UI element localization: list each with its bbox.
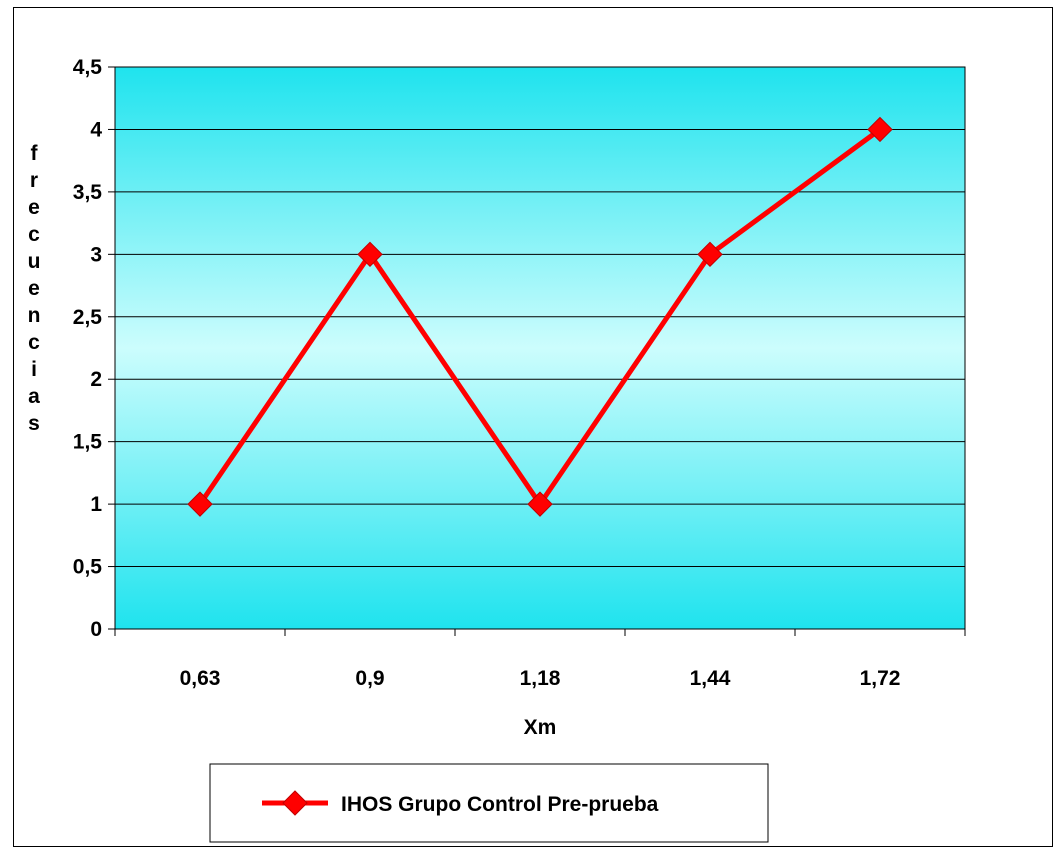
x-tick-label: 1,18 (520, 667, 561, 690)
y-axis-title-letter: e (28, 277, 40, 300)
x-tick-label: 1,72 (860, 667, 901, 690)
y-axis-title-letter: c (28, 331, 40, 354)
x-axis-ticks: 0,63 0,9 1,18 1,44 1,72 (114, 629, 966, 690)
axes (114, 67, 965, 630)
data-point-marker (527, 491, 553, 517)
x-tick-label: 0,63 (180, 667, 221, 690)
y-axis-title-letter: f (31, 142, 39, 165)
data-point-marker (357, 241, 383, 268)
y-tick-label: 0,5 (73, 556, 103, 579)
y-axis-title-letter: i (31, 358, 37, 381)
y-axis-title-letter: a (28, 385, 40, 408)
y-tick-label: 4,5 (73, 56, 103, 79)
data-point-marker (867, 116, 893, 143)
y-tick-label: 2 (90, 368, 102, 391)
y-axis-title-letter: c (28, 223, 40, 246)
y-tick-label: 1,5 (73, 431, 103, 454)
legend: IHOS Grupo Control Pre-prueba (209, 763, 769, 843)
data-point-marker (697, 241, 723, 268)
y-tick-label: 2,5 (73, 306, 103, 329)
y-tick-label: 1 (90, 493, 102, 516)
y-axis-title-letter: r (30, 169, 38, 192)
x-axis-title: Xm (524, 716, 557, 739)
y-axis-title-letter: u (28, 250, 41, 273)
gridlines (115, 66, 965, 568)
y-axis-title-letter: n (28, 304, 41, 327)
legend-series-marker (282, 790, 308, 816)
x-tick-label: 1,44 (690, 667, 731, 690)
y-tick-label: 3 (90, 243, 102, 266)
y-tick-label: 0 (90, 618, 102, 641)
data-point-marker (187, 491, 213, 517)
y-tick-label: 3,5 (73, 181, 103, 204)
y-axis-title-letter: e (28, 196, 40, 219)
series-group (187, 116, 893, 517)
y-tick-label: 4 (90, 118, 102, 141)
y-axis-title-letter: s (28, 412, 40, 435)
y-axis-ticks: 0 0,5 1 1,5 2 2,5 3 3,5 4 4,5 (73, 56, 115, 641)
legend-series-label: IHOS Grupo Control Pre-prueba (341, 793, 659, 816)
x-tick-label: 0,9 (355, 667, 384, 690)
plot-area (114, 66, 966, 630)
